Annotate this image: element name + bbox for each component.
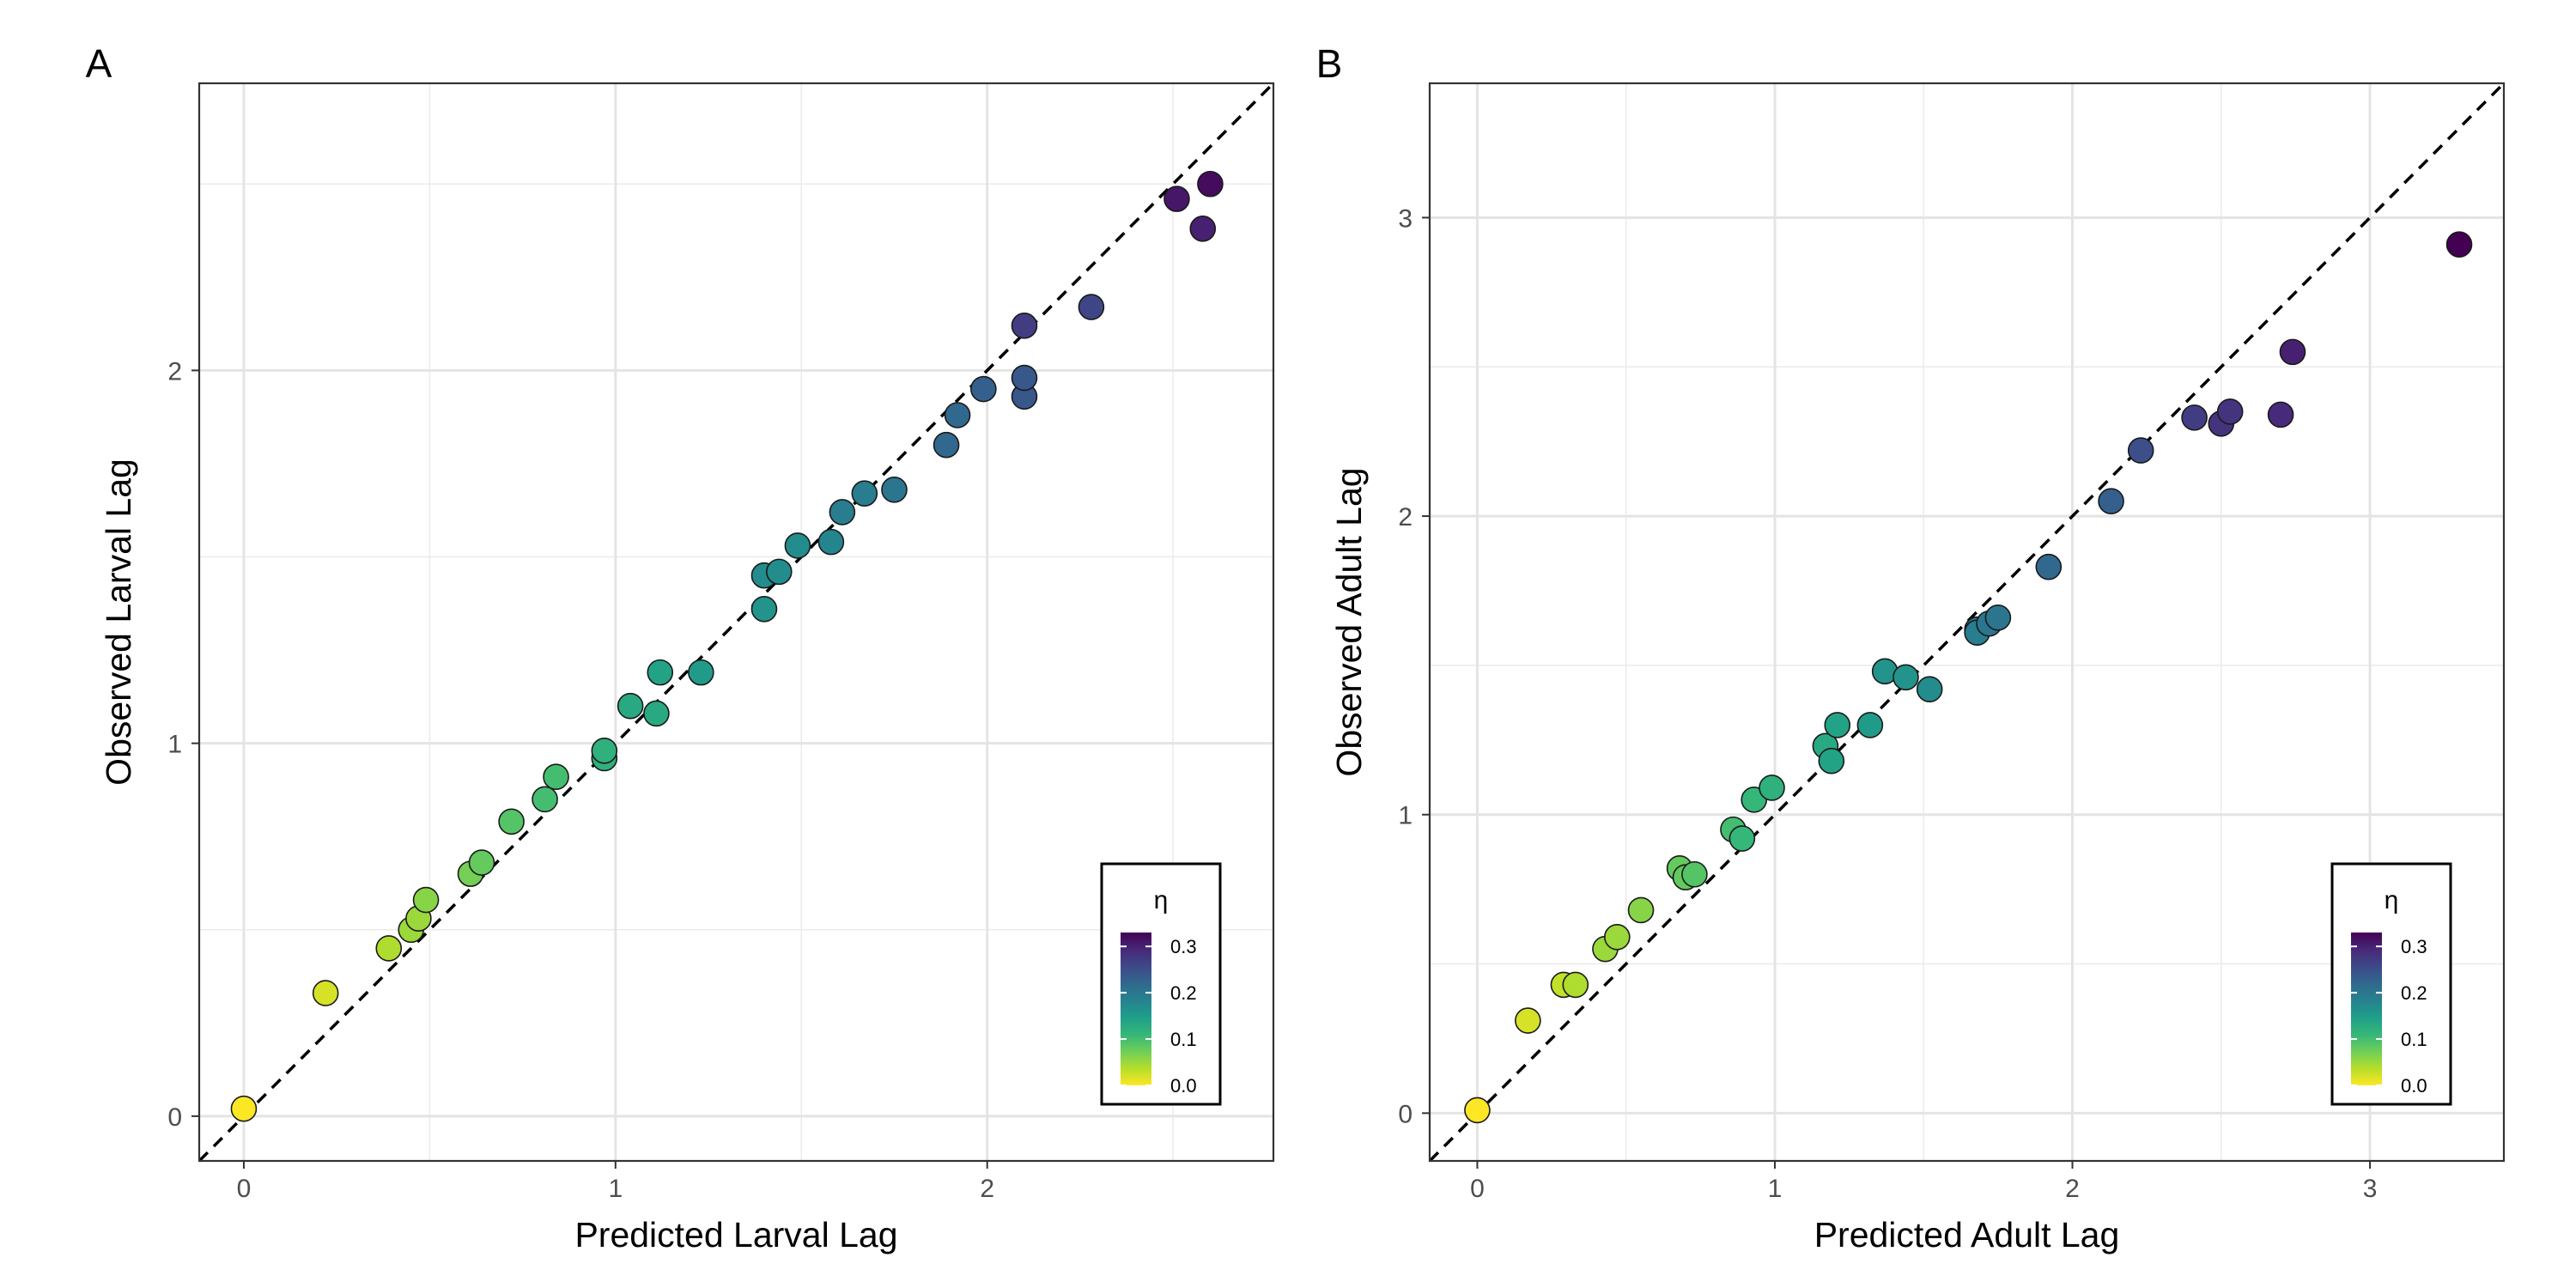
y-tick-label: 2 — [1398, 503, 1413, 532]
y-tick-label: 1 — [167, 731, 182, 759]
data-point — [2098, 488, 2124, 515]
legend-tick-label: 0.2 — [2401, 982, 2427, 1004]
data-point — [944, 402, 971, 428]
data-point — [851, 480, 878, 507]
data-point — [1984, 604, 2012, 631]
legend-title: η — [1154, 886, 1169, 914]
data-point — [817, 528, 845, 556]
y-axis-title: Observed Adult Lag — [1329, 467, 1369, 776]
data-point — [1562, 971, 1589, 999]
data-point — [643, 700, 670, 727]
y-tick-label: 1 — [1398, 802, 1413, 830]
legend-tick-label: 0.0 — [1170, 1075, 1197, 1097]
legend-tick-label: 0.1 — [2401, 1029, 2427, 1050]
x-axis-title: Predicted Adult Lag — [1814, 1215, 2120, 1255]
y-tick-label: 0 — [167, 1103, 182, 1132]
data-point — [1627, 896, 1655, 924]
y-axis-title: Observed Larval Lag — [99, 459, 138, 786]
y-tick-label: 3 — [1398, 204, 1413, 233]
x-axis: 0 1 2 Predicted Larval Lag — [237, 1161, 994, 1255]
legend-tick-label: 0.2 — [1170, 982, 1197, 1004]
data-point — [750, 596, 778, 623]
data-point — [2216, 398, 2244, 425]
identity-reference-line — [1428, 82, 2506, 1163]
data-point — [829, 499, 856, 526]
data-point — [1818, 747, 1845, 775]
data-point — [1759, 775, 1785, 801]
legend-tick-label: 0.3 — [1170, 936, 1197, 957]
data-points — [1464, 231, 2473, 1124]
data-point — [1856, 712, 1884, 738]
y-axis: 0 1 2 3 Observed Adult Lag — [1329, 204, 1430, 1128]
data-point — [970, 375, 997, 403]
identity-reference-line — [197, 82, 1275, 1163]
x-axis-title: Predicted Larval Lag — [574, 1215, 897, 1255]
legend-tick-label: 0.0 — [2401, 1075, 2427, 1097]
data-point — [1189, 216, 1217, 242]
data-points — [230, 170, 1224, 1122]
data-point — [933, 431, 960, 459]
y-tick-label: 0 — [1398, 1100, 1413, 1128]
data-point — [1078, 294, 1105, 320]
data-point — [1893, 664, 1919, 691]
panel-label: B — [1316, 41, 1343, 86]
legend-colorbar — [2351, 933, 2382, 1085]
data-point — [765, 558, 793, 586]
data-point — [2445, 231, 2473, 258]
x-tick-label: 1 — [608, 1175, 623, 1203]
data-point — [647, 659, 674, 686]
x-tick-label: 3 — [2363, 1175, 2378, 1203]
data-point — [2181, 404, 2208, 431]
legend-title: η — [2385, 886, 2399, 914]
data-point — [412, 886, 440, 914]
legend-colorbar — [1121, 933, 1151, 1085]
data-point — [1916, 676, 1943, 703]
color-legend: η 0.0 0.1 0.2 0.3 — [1100, 862, 1222, 1106]
data-point — [2279, 338, 2306, 366]
data-point — [1464, 1097, 1491, 1124]
panel-b: B 0 1 2 3 Predicted Adult Lag 0 1 2 3 Observed Adu… — [1316, 41, 2506, 1255]
data-point — [1728, 825, 1756, 852]
y-axis: 0 1 2 Observed Larval Lag — [99, 357, 199, 1132]
data-point — [2035, 553, 2063, 580]
data-point — [375, 935, 403, 962]
data-point — [230, 1095, 258, 1122]
color-legend: η 0.0 0.1 0.2 0.3 — [2330, 862, 2452, 1106]
data-point — [312, 980, 339, 1006]
data-point — [591, 738, 618, 764]
panel-label: A — [86, 41, 112, 86]
x-tick-label: 0 — [237, 1175, 252, 1203]
data-point — [688, 659, 714, 686]
y-tick-label: 2 — [167, 357, 182, 386]
plot-border — [197, 82, 1275, 1163]
data-point — [1011, 312, 1038, 339]
data-point — [784, 532, 811, 559]
x-tick-label: 1 — [1768, 1175, 1783, 1203]
data-point — [1011, 364, 1038, 392]
plot-border — [1428, 82, 2506, 1163]
data-point — [617, 692, 644, 720]
data-point — [543, 763, 569, 791]
legend-tick-label: 0.1 — [1170, 1029, 1197, 1050]
x-tick-label: 2 — [980, 1175, 994, 1203]
data-point — [2127, 437, 2154, 464]
data-point — [1681, 860, 1708, 888]
panel-a: A 0 1 2 Predicted Larval Lag 0 1 2 Observed Larv… — [86, 41, 1275, 1255]
data-point — [1515, 1007, 1541, 1034]
data-point — [532, 786, 558, 813]
x-tick-label: 2 — [2065, 1175, 2080, 1203]
data-point — [881, 477, 908, 503]
data-point — [1604, 923, 1631, 951]
data-point — [1163, 185, 1190, 212]
data-point — [468, 849, 495, 876]
data-point — [1197, 170, 1224, 197]
data-point — [1824, 712, 1851, 738]
data-point — [2267, 401, 2294, 428]
gridlines — [199, 83, 1273, 1161]
legend-tick-label: 0.3 — [2401, 936, 2427, 957]
x-tick-label: 0 — [1470, 1175, 1485, 1203]
data-point — [498, 808, 525, 835]
x-axis: 0 1 2 3 Predicted Adult Lag — [1470, 1161, 2377, 1255]
